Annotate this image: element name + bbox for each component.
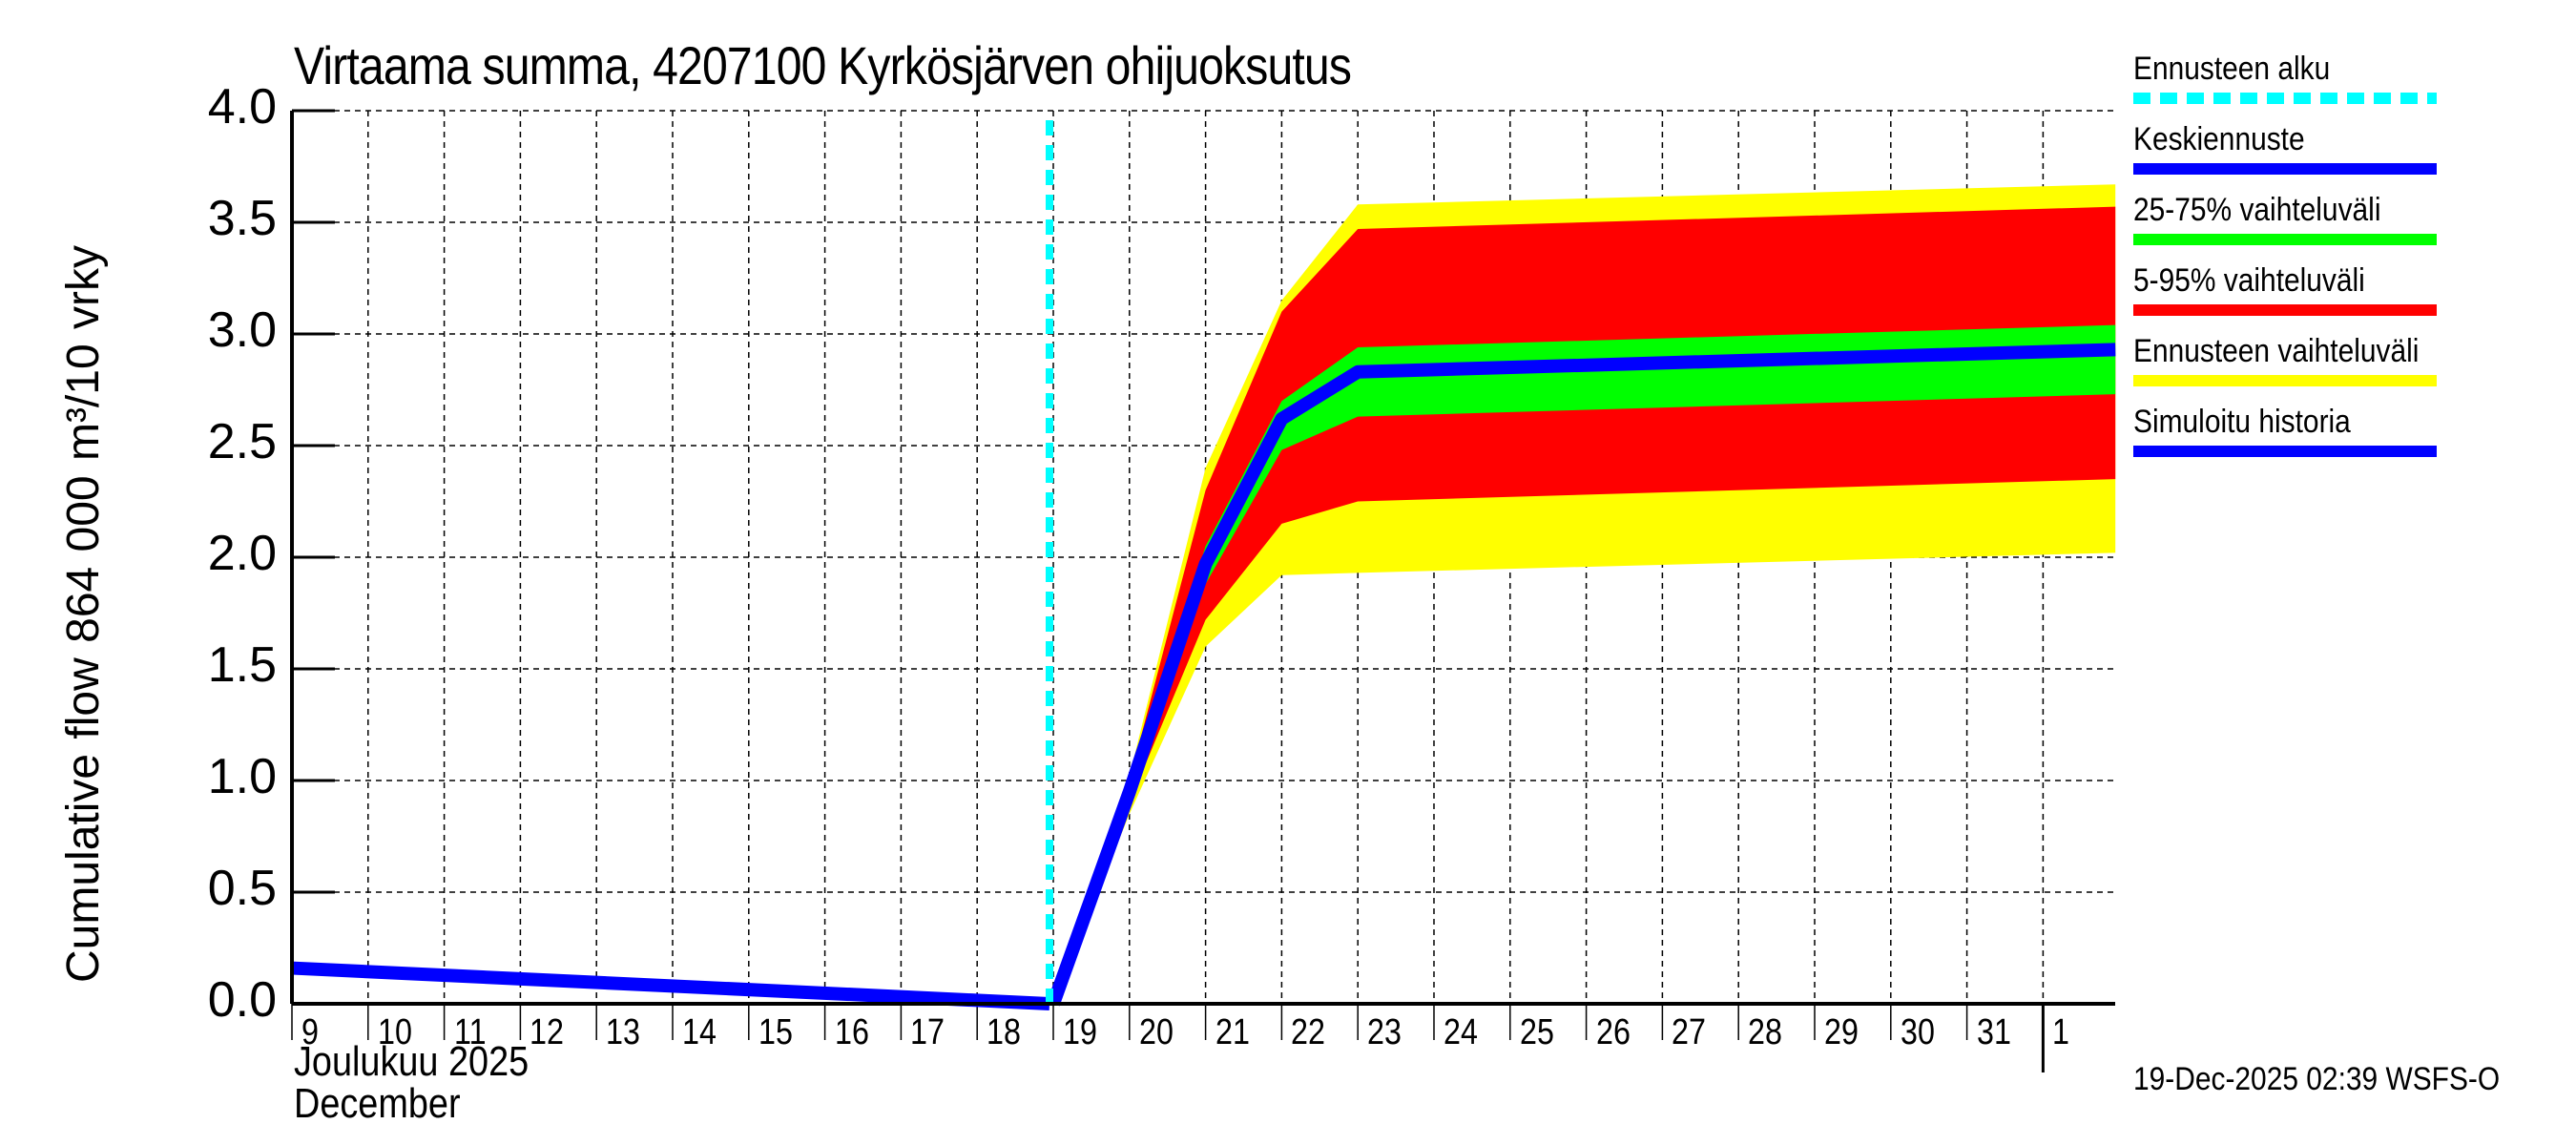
x-tick-label: 1 <box>2052 1012 2070 1052</box>
legend-item: Ennusteen alku <box>2133 50 2553 104</box>
x-tick-label: 11 <box>453 1012 487 1052</box>
x-tick-label: 16 <box>834 1012 869 1052</box>
x-tick-label: 27 <box>1672 1012 1707 1052</box>
y-tick-label: 1.5 <box>207 637 277 693</box>
x-tick-label: 29 <box>1824 1012 1859 1052</box>
legend-swatch <box>2133 93 2437 104</box>
legend-item: Ennusteen vaihteluväli <box>2133 332 2553 386</box>
legend-label: Ennusteen vaihteluväli <box>2133 333 2420 369</box>
axis-frame <box>290 111 2115 1006</box>
x-tick-label: 9 <box>301 1012 319 1052</box>
x-tick-label: 21 <box>1215 1012 1250 1052</box>
month-label-en: December <box>294 1080 461 1127</box>
x-tick-label: 10 <box>377 1012 412 1052</box>
chart-title: Virtaama summa, 4207100 Kyrkösjärven ohi… <box>294 35 1352 95</box>
timestamp: 19-Dec-2025 02:39 WSFS-O <box>2133 1061 2501 1097</box>
x-tick-label: 17 <box>910 1012 945 1052</box>
y-tick-label: 0.0 <box>207 972 277 1028</box>
legend-item: 25-75% vaihteluväli <box>2133 191 2553 245</box>
x-tick-label: 26 <box>1595 1012 1631 1052</box>
legend-label: Keskiennuste <box>2133 121 2305 157</box>
x-tick-label: 15 <box>758 1012 793 1052</box>
band-25-75% vaihteluväli <box>1053 324 2116 1004</box>
y-tick-label: 3.0 <box>207 302 277 358</box>
legend-item: Keskiennuste <box>2133 120 2553 175</box>
legend-swatch <box>2133 446 2437 457</box>
legend-label: Ennusteen alku <box>2133 51 2331 87</box>
legend-item: 5-95% vaihteluväli <box>2133 261 2553 316</box>
x-tick-label: 22 <box>1291 1012 1326 1052</box>
month-label-fi: Joulukuu 2025 <box>294 1038 530 1085</box>
legend-label: 5-95% vaihteluväli <box>2133 262 2365 299</box>
x-tick-label: 19 <box>1063 1012 1097 1052</box>
x-tick-label: 28 <box>1748 1012 1783 1052</box>
y-tick-label: 3.5 <box>207 191 277 246</box>
x-tick-label: 18 <box>987 1012 1022 1052</box>
y-tick-label: 1.0 <box>207 749 277 804</box>
x-tick-label: 30 <box>1900 1012 1935 1052</box>
x-tick-label: 13 <box>606 1012 641 1052</box>
x-tick-label: 20 <box>1138 1012 1174 1052</box>
x-tick-label: 12 <box>530 1012 565 1052</box>
series-lines <box>291 120 2116 1010</box>
x-tick-label: 23 <box>1367 1012 1402 1052</box>
band-5-95% vaihteluväli <box>1053 206 2116 1004</box>
y-tick-label: 2.0 <box>207 526 277 581</box>
y-tick-label: 0.5 <box>207 861 277 916</box>
legend-swatch <box>2133 304 2437 316</box>
x-tick-label: 31 <box>1976 1012 2011 1052</box>
x-tick-label: 25 <box>1519 1012 1554 1052</box>
legend-swatch <box>2133 163 2437 175</box>
legend-label: 25-75% vaihteluväli <box>2133 192 2381 228</box>
legend-swatch <box>2133 375 2437 386</box>
x-tick-label: 14 <box>682 1012 717 1052</box>
forecast-bands <box>1053 184 2116 1005</box>
y-tick-label: 4.0 <box>207 79 277 135</box>
legend-label: Simuloitu historia <box>2133 404 2351 440</box>
legend-swatch <box>2133 234 2437 245</box>
y-tick-label: 2.5 <box>207 414 277 469</box>
x-tick-label: 24 <box>1444 1012 1478 1052</box>
legend-item: Simuloitu historia <box>2133 403 2553 457</box>
